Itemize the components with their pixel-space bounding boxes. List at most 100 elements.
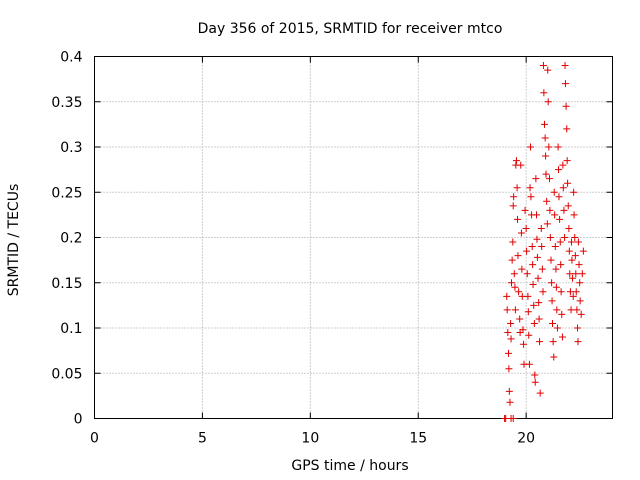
data-point [522, 224, 530, 232]
data-point [541, 134, 549, 142]
data-point [545, 175, 553, 183]
data-point [576, 297, 584, 305]
data-point [529, 261, 537, 269]
data-point [517, 229, 525, 237]
data-point [533, 211, 541, 219]
y-tick-label: 0.25 [51, 185, 82, 201]
data-point [551, 211, 559, 219]
data-point [517, 161, 525, 169]
data-point [536, 338, 544, 346]
y-tick-label: 0.05 [51, 366, 82, 382]
y-axis-label: SRMTID / TECUs [6, 184, 22, 297]
x-tick-label: 10 [301, 431, 319, 447]
data-point [505, 365, 513, 373]
data-point [564, 202, 572, 210]
data-point [559, 184, 567, 192]
data-point [515, 288, 523, 296]
chart-title: Day 356 of 2015, SRMTID for receiver mtc… [198, 21, 503, 37]
data-point [559, 161, 567, 169]
data-point [555, 193, 563, 201]
data-point [508, 256, 516, 264]
data-point [551, 243, 559, 251]
data-point [503, 292, 511, 300]
data-point [549, 338, 557, 346]
y-tick-label: 0.4 [60, 50, 82, 66]
data-point [548, 279, 556, 287]
data-point [539, 62, 547, 70]
points-layer [501, 62, 587, 422]
data-point [574, 324, 582, 332]
data-point [571, 252, 579, 260]
grid-layer [94, 56, 613, 419]
data-point [546, 234, 554, 241]
data-point [519, 326, 527, 334]
data-point [543, 220, 551, 228]
data-point [523, 247, 531, 255]
data-point [532, 175, 540, 183]
data-point [546, 206, 554, 214]
x-tick-label: 15 [409, 431, 427, 447]
data-point [578, 270, 586, 278]
data-point [579, 247, 587, 255]
data-point [507, 319, 515, 327]
data-point [528, 243, 536, 251]
data-point [565, 224, 573, 232]
data-point [539, 288, 547, 296]
data-point [548, 297, 556, 305]
data-point [556, 238, 564, 246]
data-point [550, 188, 558, 196]
y-tick-label: 0.2 [60, 231, 82, 247]
y-tick-label: 0.3 [60, 140, 82, 156]
data-point [558, 333, 566, 341]
data-point [571, 234, 579, 241]
data-point [577, 310, 585, 318]
data-point [510, 193, 518, 201]
x-tick-label: 5 [198, 431, 207, 447]
data-point [514, 252, 522, 260]
data-point [569, 274, 577, 282]
data-point [511, 283, 519, 291]
data-point [562, 102, 570, 110]
data-point [527, 193, 535, 201]
data-point [521, 206, 529, 214]
data-point [507, 279, 515, 287]
y-tick-label: 0 [74, 412, 83, 428]
data-point [513, 184, 521, 192]
y-tick-label: 0.1 [60, 321, 82, 337]
data-point [514, 215, 522, 223]
data-point [541, 120, 549, 128]
data-point [558, 310, 566, 318]
data-point [525, 331, 533, 339]
data-point [511, 306, 519, 314]
data-point [542, 152, 550, 160]
data-point [510, 270, 518, 278]
data-point [505, 387, 513, 395]
data-point [535, 299, 543, 307]
x-axis-label: GPS time / hours [291, 458, 408, 474]
y-tick-label: 0.15 [51, 276, 82, 292]
data-point [553, 324, 561, 332]
data-point [534, 274, 542, 282]
data-point [561, 80, 569, 88]
data-point [569, 292, 577, 300]
tick-layer: 0 5 10 15 20 0 0.05 0.1 0.15 0.2 0.25 0.3 0.35 0.4 [51, 50, 613, 447]
data-point [547, 256, 555, 264]
data-point [509, 238, 517, 246]
data-point [526, 143, 534, 151]
data-point [512, 157, 520, 165]
x-tick-label: 0 [90, 431, 99, 447]
data-point [533, 235, 541, 243]
data-point [518, 265, 526, 273]
data-point [531, 378, 539, 386]
data-point [563, 157, 571, 165]
data-point [566, 270, 574, 278]
data-point [509, 415, 517, 422]
data-point [533, 253, 541, 261]
data-point [574, 338, 582, 346]
data-point [565, 247, 573, 255]
data-point [504, 329, 512, 337]
data-point [503, 306, 511, 314]
y-tick-label: 0.35 [51, 95, 82, 111]
data-point [570, 188, 578, 196]
